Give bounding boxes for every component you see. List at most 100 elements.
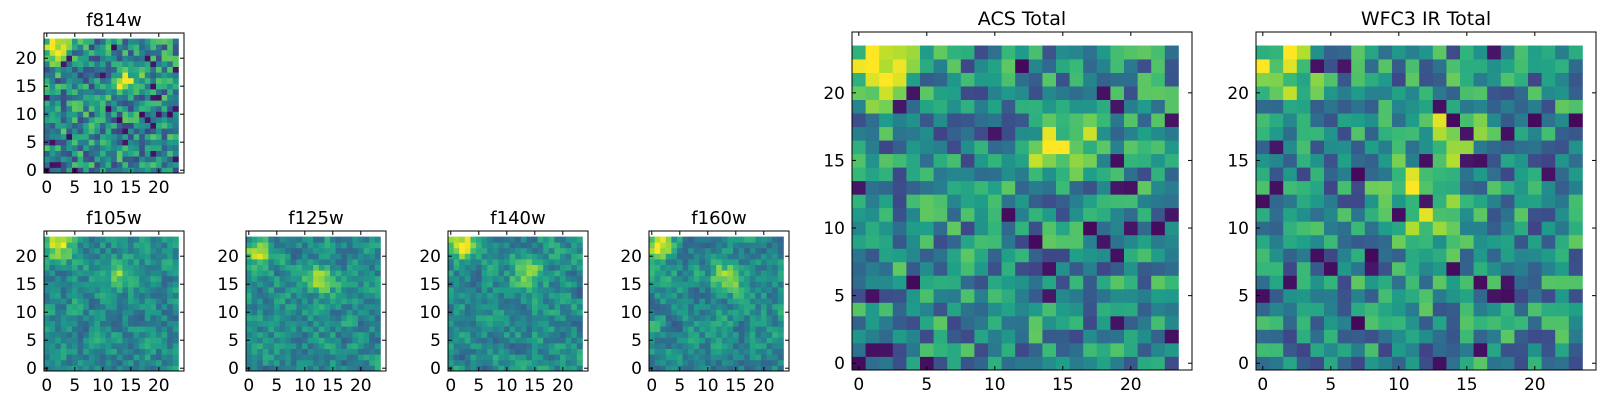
heatmap-cell xyxy=(481,259,488,265)
heatmap-cell xyxy=(1568,234,1583,249)
heatmap-cell xyxy=(470,270,477,277)
heatmap-cell xyxy=(1151,153,1166,168)
heatmap-cell xyxy=(960,302,975,317)
heatmap-cell xyxy=(150,111,157,118)
heatmap-cell xyxy=(974,45,989,60)
heatmap-cell xyxy=(1296,194,1311,209)
heatmap-cell xyxy=(682,287,689,293)
heatmap-cell xyxy=(660,354,667,361)
heatmap-cell xyxy=(72,343,78,349)
heatmap-cell xyxy=(1364,302,1379,317)
heatmap-cell xyxy=(161,66,168,73)
heatmap-cell xyxy=(1296,153,1311,168)
heatmap-cell xyxy=(1514,167,1529,182)
heatmap-cell xyxy=(279,343,286,349)
heatmap-cell xyxy=(960,153,975,168)
heatmap-cell xyxy=(571,365,578,372)
heatmap-cell xyxy=(554,259,561,265)
heatmap-cell xyxy=(532,337,538,344)
heatmap-cell xyxy=(83,100,90,107)
heatmap-cell xyxy=(693,348,700,355)
heatmap-cell xyxy=(1541,275,1556,290)
heatmap-cell xyxy=(772,315,779,321)
heatmap-cell xyxy=(1269,45,1284,60)
heatmap-cell xyxy=(257,264,264,271)
heatmap-cell xyxy=(744,298,751,305)
heatmap-cell xyxy=(892,113,907,128)
heatmap-cell xyxy=(1124,45,1138,60)
heatmap-cell xyxy=(150,315,157,321)
heatmap-cell xyxy=(335,281,342,288)
heatmap-cell xyxy=(66,128,73,135)
heatmap-cell xyxy=(565,326,572,333)
x-tick-label: 10 xyxy=(496,376,518,396)
heatmap-cell xyxy=(716,315,723,321)
heatmap-cell xyxy=(262,365,269,372)
heatmap-cell xyxy=(453,275,460,282)
heatmap-cell xyxy=(733,315,739,321)
heatmap-cell xyxy=(693,236,700,243)
heatmap-cell xyxy=(105,156,112,163)
x-tick-label: 10 xyxy=(697,376,719,396)
heatmap-cell xyxy=(749,315,756,321)
heatmap-cell xyxy=(1555,342,1570,357)
heatmap-cell xyxy=(133,359,140,366)
heatmap-cell xyxy=(144,298,151,305)
heatmap-cell xyxy=(150,242,157,249)
heatmap-cell xyxy=(526,309,533,316)
heatmap-cell xyxy=(1296,288,1311,303)
heatmap-cell xyxy=(565,287,572,293)
heatmap-cell xyxy=(122,128,129,135)
heatmap-cell xyxy=(88,94,95,101)
heatmap-cell xyxy=(116,259,123,265)
heatmap-cell xyxy=(665,365,672,372)
heatmap-cell xyxy=(710,242,717,249)
heatmap-cell xyxy=(122,49,129,56)
heatmap-cell xyxy=(144,156,151,163)
heatmap-cell xyxy=(470,320,477,327)
heatmap-cell xyxy=(705,281,711,288)
heatmap-cell xyxy=(498,337,505,344)
heatmap-cell xyxy=(307,270,314,277)
heatmap-cell xyxy=(139,38,146,45)
heatmap-cell xyxy=(49,359,56,366)
heatmap-cell xyxy=(464,287,471,293)
heatmap-cell xyxy=(60,292,67,299)
heatmap-cell xyxy=(682,242,689,249)
heatmap-cell xyxy=(947,86,962,100)
heatmap-cell xyxy=(1296,261,1311,276)
heatmap-cell xyxy=(865,113,880,128)
heatmap-cell xyxy=(738,264,745,271)
heatmap-cell xyxy=(1405,302,1420,317)
heatmap-cell xyxy=(879,329,894,344)
heatmap-cell xyxy=(324,337,331,344)
heatmap-cell xyxy=(682,281,689,288)
heatmap-cell xyxy=(974,342,989,357)
heatmap-cell xyxy=(526,320,533,327)
heatmap-cell xyxy=(1028,261,1043,276)
heatmap-cell xyxy=(693,303,700,310)
heatmap-cell xyxy=(1269,59,1284,73)
heatmap-cell xyxy=(268,348,275,355)
heatmap-cell xyxy=(83,303,90,310)
heatmap-cell xyxy=(1124,275,1138,290)
heatmap-cell xyxy=(761,236,767,243)
heatmap-cell xyxy=(296,348,303,355)
heatmap-cell xyxy=(543,337,550,344)
heatmap-cell xyxy=(1528,153,1542,168)
heatmap-cell xyxy=(83,292,90,299)
heatmap-cell xyxy=(105,365,112,372)
heatmap-cell xyxy=(1432,86,1447,100)
heatmap-cell xyxy=(274,264,280,271)
heatmap-cell xyxy=(116,167,123,174)
heatmap-cell xyxy=(520,281,527,288)
heatmap-cell xyxy=(1324,180,1338,195)
heatmap-cell xyxy=(766,348,773,355)
heatmap-cell xyxy=(892,221,907,236)
heatmap-cell xyxy=(139,105,146,112)
heatmap-cell xyxy=(94,128,101,135)
heatmap-cell xyxy=(105,320,112,327)
heatmap-cell xyxy=(94,365,101,372)
heatmap-cell xyxy=(766,242,773,249)
heatmap-cell xyxy=(654,247,661,254)
